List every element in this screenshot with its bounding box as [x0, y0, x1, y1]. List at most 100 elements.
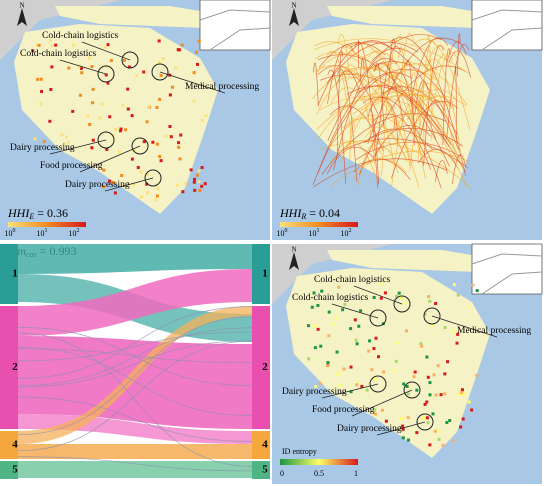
cell	[101, 185, 105, 189]
cell	[72, 43, 76, 47]
annotation-leader	[49, 139, 107, 155]
cell	[316, 303, 320, 307]
flow-line	[17, 340, 253, 388]
cell	[372, 295, 376, 299]
text-part: 10	[37, 229, 45, 238]
cell	[475, 373, 479, 377]
node-bar	[0, 461, 18, 479]
annotation-circle	[369, 309, 387, 327]
cell	[145, 182, 149, 186]
cell	[404, 329, 408, 333]
text-part: E	[28, 212, 34, 221]
cell	[155, 194, 159, 198]
cell	[397, 291, 401, 295]
route	[326, 50, 352, 139]
cell	[105, 147, 109, 151]
flow-line	[17, 332, 253, 467]
route	[344, 43, 425, 166]
cell	[313, 346, 317, 350]
cell	[183, 182, 187, 186]
cell	[177, 48, 181, 52]
cell	[107, 179, 111, 183]
cell	[132, 182, 136, 186]
cell	[88, 56, 92, 60]
annotation-leader	[351, 389, 413, 417]
annotation-label: Cold-chain logistics	[314, 275, 391, 285]
flow-line	[17, 396, 253, 442]
cell	[326, 364, 330, 368]
text-part: 10	[5, 229, 13, 238]
cell	[135, 73, 139, 77]
cell	[195, 173, 199, 177]
annotation-circle	[131, 137, 149, 155]
cell	[336, 372, 340, 376]
text-part: = 0.04	[306, 206, 340, 220]
annotation-leader	[159, 71, 226, 94]
cell	[157, 39, 161, 43]
cell	[31, 49, 35, 53]
annotation-label: Dairy processing	[65, 180, 130, 190]
node-label: 2	[262, 361, 268, 373]
cell	[155, 142, 159, 146]
route	[364, 126, 408, 162]
panel-entropy-map: N Cold-chain logistics Cold-chain logistic…	[271, 243, 543, 485]
node-label: 4	[262, 439, 268, 451]
cell	[432, 373, 436, 377]
cell	[124, 128, 128, 132]
route	[329, 139, 392, 164]
annotation-leader	[59, 59, 107, 75]
cell	[113, 191, 117, 195]
cell	[357, 324, 361, 328]
annotation-circle	[97, 131, 115, 149]
cell	[459, 391, 463, 395]
legend-bar	[8, 222, 86, 227]
cell	[355, 342, 359, 346]
annotation-circle	[369, 375, 387, 393]
cell	[170, 85, 174, 89]
route	[313, 62, 319, 107]
cell	[319, 344, 323, 348]
route	[417, 39, 436, 160]
route	[330, 87, 365, 105]
cell	[439, 393, 443, 397]
annotation-circle	[403, 381, 421, 399]
legend-tick: 100	[5, 228, 16, 237]
cell	[452, 439, 456, 443]
cell	[341, 308, 345, 312]
annotation-label: Food processing	[40, 161, 103, 171]
annotation-leader	[353, 285, 403, 305]
route	[420, 100, 445, 137]
cell	[428, 381, 432, 385]
cell	[175, 183, 179, 187]
cell	[192, 180, 196, 184]
cell	[355, 383, 359, 387]
legend-tick: 1	[354, 469, 358, 478]
cell	[159, 159, 163, 163]
cell	[445, 421, 449, 425]
metric: HHIE = 0.36	[7, 206, 68, 221]
route	[349, 117, 355, 161]
cell	[122, 58, 126, 62]
cell	[374, 412, 378, 416]
cell	[197, 180, 201, 184]
route	[374, 64, 426, 179]
cell	[60, 133, 64, 137]
cell	[91, 101, 95, 105]
cell	[327, 310, 331, 314]
annotation-circle	[97, 65, 115, 83]
cell	[434, 302, 438, 306]
cell	[365, 388, 369, 392]
cell	[168, 124, 172, 128]
cell	[467, 400, 471, 404]
cell	[127, 65, 131, 69]
cell	[307, 357, 311, 361]
cell	[395, 341, 399, 345]
cell	[40, 89, 44, 93]
route	[426, 58, 461, 153]
cell	[443, 392, 447, 396]
route	[344, 64, 376, 165]
route	[412, 38, 471, 130]
compass-arrow	[289, 252, 299, 270]
cell	[377, 355, 381, 359]
